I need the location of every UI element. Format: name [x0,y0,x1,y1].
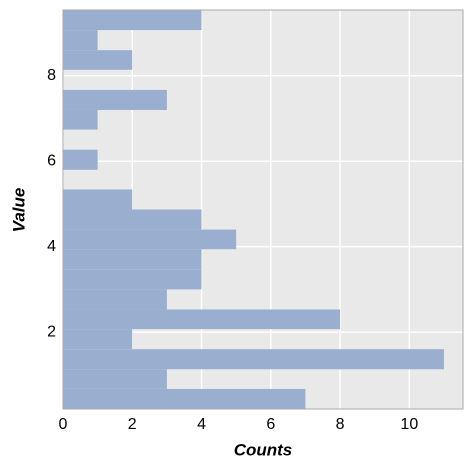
bar [63,50,133,70]
bar [63,109,98,130]
bar [63,149,98,170]
x-tick-label: 8 [336,416,345,433]
bar [63,349,444,370]
y-tick-label: 4 [47,238,56,255]
x-tick-label: 6 [266,416,275,433]
y-tick-label: 8 [47,67,56,84]
y-tick-label: 2 [47,323,56,340]
bar [63,89,167,110]
bar [63,388,306,409]
x-tick-label: 2 [128,416,137,433]
bar [63,30,98,51]
x-axis-label: Counts [234,440,293,459]
bar [63,249,202,270]
x-tick-label: 0 [59,416,68,433]
bar [63,309,341,330]
bar [63,289,167,310]
bar [63,369,167,389]
y-axis-label: Value [9,188,28,233]
bar [63,189,133,210]
bar [63,329,133,350]
x-tick-label: 10 [400,416,418,433]
bar [63,229,237,250]
y-tick-label: 6 [47,152,56,169]
plot-frame [62,9,464,410]
bar [63,10,202,31]
bar [63,269,202,290]
bar [63,209,202,230]
x-tick-label: 4 [197,416,206,433]
